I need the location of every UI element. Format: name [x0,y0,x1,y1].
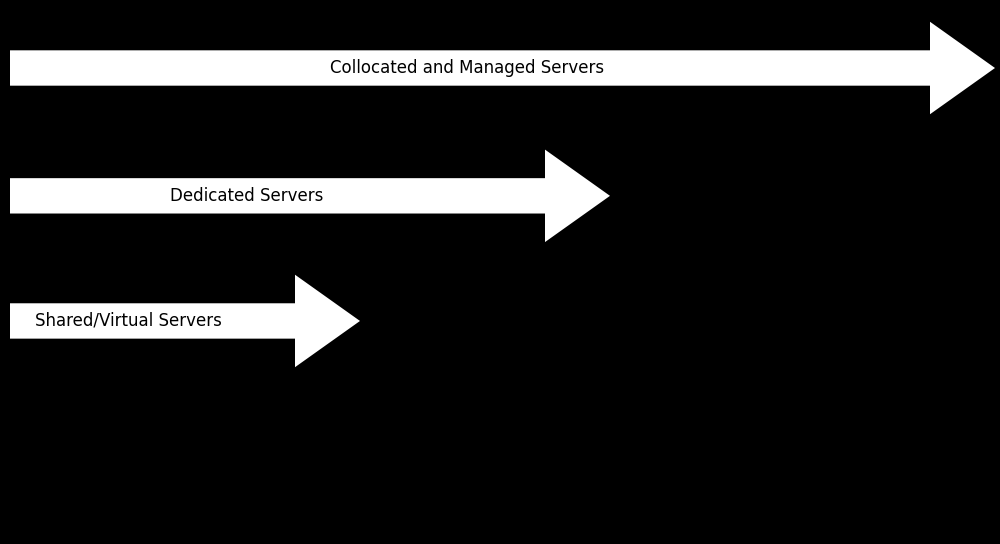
Text: Dedicated Servers: Dedicated Servers [170,187,323,205]
Text: Collocated and Managed Servers: Collocated and Managed Servers [330,59,604,77]
Text: Shared/Virtual Servers: Shared/Virtual Servers [35,312,222,330]
FancyArrow shape [10,22,995,114]
FancyArrow shape [10,275,360,367]
FancyArrow shape [10,150,610,242]
